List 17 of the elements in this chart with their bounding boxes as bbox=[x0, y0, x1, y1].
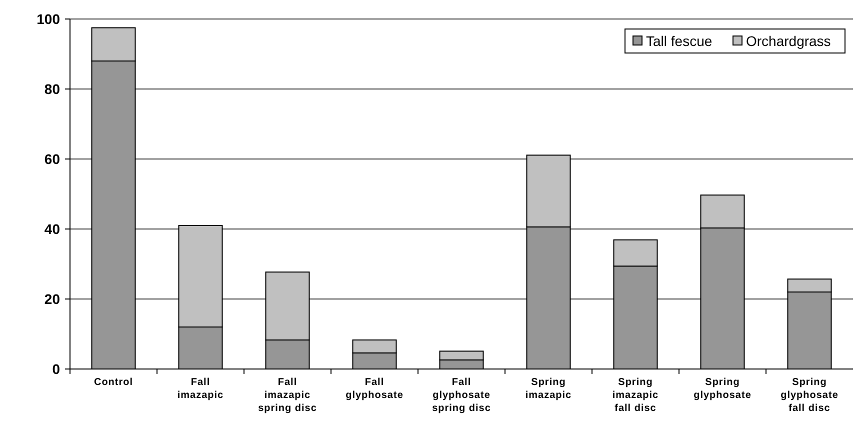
x-tick-label: Spring imazapic fall disc bbox=[612, 377, 659, 414]
x-tick-label: Fall glyphosate spring disc bbox=[432, 377, 491, 414]
x-tick-label: Spring glyphosate bbox=[694, 377, 752, 401]
y-tick-label: 60 bbox=[44, 150, 60, 167]
y-tick-label: 0 bbox=[52, 360, 60, 377]
legend-label: Orchardgrass bbox=[746, 32, 831, 49]
y-tick-label: 100 bbox=[36, 10, 60, 27]
x-tick-label: Fall imazapic spring disc bbox=[258, 377, 317, 414]
y-tick-label: 80 bbox=[44, 80, 60, 97]
x-tick-label: Control bbox=[94, 377, 134, 388]
x-tick-label: Fall glyphosate bbox=[346, 377, 404, 401]
x-tick-label: Spring imazapic bbox=[525, 377, 572, 401]
legend-label: Tall fescue bbox=[646, 32, 712, 49]
y-tick-label: 20 bbox=[44, 290, 60, 307]
y-tick-label: 40 bbox=[44, 220, 60, 237]
x-tick-label: Fall imazapic bbox=[177, 377, 224, 401]
x-tick-label: Spring glyphosate fall disc bbox=[780, 377, 838, 414]
